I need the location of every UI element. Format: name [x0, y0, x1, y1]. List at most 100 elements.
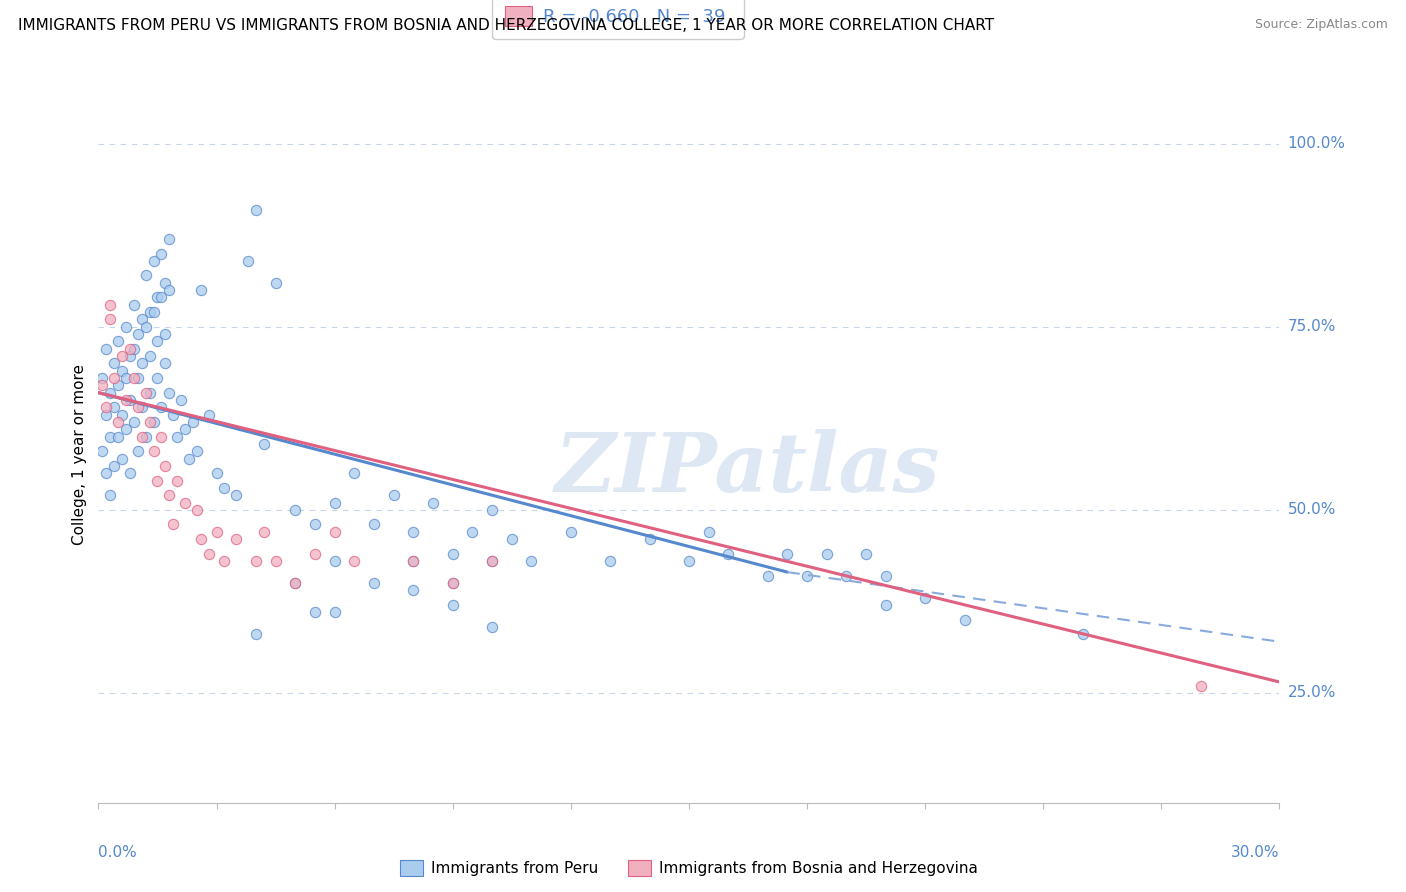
- Point: [150, 429, 173, 443]
- Point: [284, 503, 307, 517]
- Point: [157, 488, 180, 502]
- Point: [875, 568, 897, 582]
- Point: [441, 598, 464, 612]
- Point: [441, 547, 464, 561]
- Point: [186, 503, 208, 517]
- Point: [323, 524, 346, 539]
- Point: [115, 319, 138, 334]
- Point: [155, 356, 177, 370]
- Point: [146, 474, 169, 488]
- Point: [155, 276, 177, 290]
- Point: [253, 437, 276, 451]
- Point: [127, 371, 149, 385]
- Point: [103, 356, 125, 370]
- Point: [122, 371, 145, 385]
- Point: [118, 467, 141, 481]
- Point: [122, 298, 145, 312]
- Point: [190, 283, 212, 297]
- Point: [382, 488, 405, 502]
- Point: [138, 349, 160, 363]
- Point: [127, 444, 149, 458]
- Point: [181, 415, 204, 429]
- Point: [157, 385, 180, 400]
- Point: [441, 576, 464, 591]
- Point: [953, 613, 976, 627]
- Point: [138, 415, 160, 429]
- Point: [914, 591, 936, 605]
- Point: [115, 371, 138, 385]
- Point: [214, 554, 236, 568]
- Point: [481, 554, 503, 568]
- Text: 30.0%: 30.0%: [1232, 845, 1279, 860]
- Point: [162, 408, 184, 422]
- Point: [166, 429, 188, 443]
- Point: [146, 334, 169, 349]
- Point: [98, 429, 121, 443]
- Point: [142, 415, 165, 429]
- Point: [776, 547, 799, 561]
- Point: [96, 467, 118, 481]
- Point: [127, 401, 149, 415]
- Point: [264, 554, 287, 568]
- Point: [131, 429, 153, 443]
- Point: [150, 246, 173, 260]
- Point: [481, 503, 503, 517]
- Point: [155, 458, 177, 473]
- Point: [197, 547, 219, 561]
- Point: [98, 385, 121, 400]
- Point: [131, 401, 153, 415]
- Point: [135, 319, 157, 334]
- Point: [103, 458, 125, 473]
- Point: [225, 532, 247, 546]
- Point: [402, 554, 425, 568]
- Point: [304, 517, 326, 532]
- Point: [131, 356, 153, 370]
- Text: 50.0%: 50.0%: [1288, 502, 1336, 517]
- Point: [177, 451, 200, 466]
- Point: [560, 524, 582, 539]
- Point: [166, 474, 188, 488]
- Point: [363, 576, 385, 591]
- Point: [111, 349, 134, 363]
- Point: [127, 327, 149, 342]
- Point: [174, 495, 197, 509]
- Y-axis label: College, 1 year or more: College, 1 year or more: [72, 365, 87, 545]
- Point: [150, 290, 173, 304]
- Point: [875, 598, 897, 612]
- Point: [343, 554, 366, 568]
- Point: [146, 290, 169, 304]
- Point: [157, 232, 180, 246]
- Legend: Immigrants from Peru, Immigrants from Bosnia and Herzegovina: Immigrants from Peru, Immigrants from Bo…: [391, 851, 987, 886]
- Point: [323, 606, 346, 620]
- Point: [135, 268, 157, 283]
- Point: [111, 451, 134, 466]
- Point: [245, 554, 267, 568]
- Point: [107, 415, 129, 429]
- Point: [304, 606, 326, 620]
- Point: [599, 554, 621, 568]
- Point: [796, 568, 818, 582]
- Point: [343, 467, 366, 481]
- Point: [98, 488, 121, 502]
- Point: [131, 312, 153, 326]
- Text: 0.0%: 0.0%: [98, 845, 138, 860]
- Point: [138, 385, 160, 400]
- Point: [422, 495, 444, 509]
- Point: [135, 429, 157, 443]
- Point: [402, 554, 425, 568]
- Point: [155, 327, 177, 342]
- Point: [638, 532, 661, 546]
- Text: ZIPatlas: ZIPatlas: [555, 429, 941, 508]
- Point: [122, 342, 145, 356]
- Point: [190, 532, 212, 546]
- Point: [96, 401, 118, 415]
- Point: [118, 392, 141, 407]
- Point: [461, 524, 484, 539]
- Point: [107, 429, 129, 443]
- Point: [441, 576, 464, 591]
- Point: [186, 444, 208, 458]
- Point: [115, 392, 138, 407]
- Text: 25.0%: 25.0%: [1288, 685, 1336, 700]
- Point: [162, 517, 184, 532]
- Text: 75.0%: 75.0%: [1288, 319, 1336, 334]
